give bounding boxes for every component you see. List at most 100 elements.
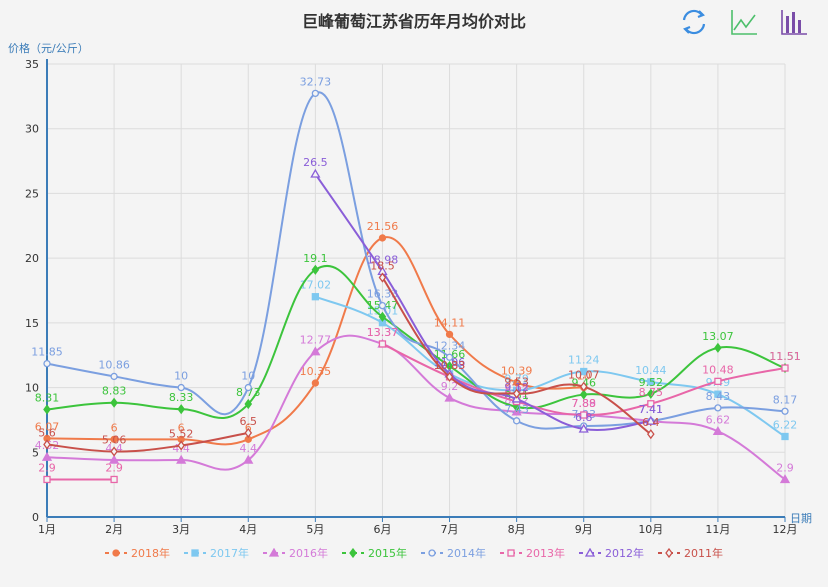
data-point-marker[interactable] (714, 342, 722, 353)
data-point-marker[interactable] (579, 389, 588, 400)
data-label: 7.41 (639, 403, 664, 416)
data-point-marker[interactable] (349, 548, 357, 558)
line-chart-icon[interactable] (728, 6, 760, 38)
data-point-marker[interactable] (311, 293, 320, 301)
data-point-marker[interactable] (244, 427, 253, 438)
data-label: 7.43 (504, 403, 529, 416)
data-label: 9.79 (504, 372, 529, 385)
data-label: 4.4 (240, 442, 258, 455)
data-point-marker[interactable] (781, 407, 789, 415)
data-label: 8.17 (773, 393, 798, 406)
data-point-marker[interactable] (512, 388, 521, 399)
data-point-marker[interactable] (244, 383, 252, 392)
series-2011年[interactable]: 5.6 5.06 5.52 6.5 18.5 10.83 9.53 10.07 6.4 (38, 260, 660, 457)
data-label: 14.11 (434, 316, 466, 329)
data-point-marker[interactable] (512, 378, 521, 387)
series-2012年[interactable]: 26.5 18.98 11.06 9.12 6.8 7.41 (303, 156, 664, 433)
data-point-marker[interactable] (311, 264, 320, 275)
data-point-marker[interactable] (647, 400, 655, 408)
data-label: 6.4 (642, 416, 660, 429)
data-point-marker[interactable] (512, 417, 521, 425)
legend-item-2011年[interactable]: 2011年 (658, 545, 723, 561)
data-point-marker[interactable] (310, 168, 321, 178)
data-point-marker[interactable] (110, 475, 118, 484)
data-point-marker[interactable] (110, 446, 118, 457)
bar-chart-icon[interactable] (778, 6, 810, 38)
data-point-marker[interactable] (779, 474, 791, 484)
data-point-marker[interactable] (645, 415, 656, 425)
data-label: 12.34 (434, 339, 466, 352)
legend-item-2018年[interactable]: 2018年 (105, 545, 170, 561)
data-point-marker[interactable] (378, 340, 387, 348)
data-point-marker[interactable] (191, 549, 199, 557)
data-point-marker[interactable] (43, 359, 51, 368)
data-point-marker[interactable] (176, 454, 187, 464)
data-point-marker[interactable] (584, 548, 596, 557)
data-point-marker[interactable] (310, 346, 321, 356)
data-point-marker[interactable] (110, 435, 118, 443)
data-point-marker[interactable] (578, 423, 589, 433)
data-point-marker[interactable] (268, 548, 280, 557)
data-point-marker[interactable] (714, 404, 722, 412)
data-point-marker[interactable] (444, 392, 455, 402)
data-point-marker[interactable] (714, 390, 722, 398)
data-point-marker[interactable] (43, 439, 51, 450)
legend-item-2016年[interactable]: 2016年 (263, 545, 328, 561)
data-point-marker[interactable] (378, 301, 387, 310)
legend-item-2015年[interactable]: 2015年 (342, 545, 407, 561)
data-point-marker[interactable] (177, 404, 185, 415)
legend-item-2013年[interactable]: 2013年 (500, 545, 565, 561)
legend-item-2017年[interactable]: 2017年 (184, 545, 249, 561)
data-point-marker[interactable] (647, 388, 655, 399)
data-point-marker[interactable] (579, 381, 588, 392)
data-point-marker[interactable] (445, 371, 454, 382)
data-point-marker[interactable] (243, 454, 254, 464)
data-label: 6.22 (773, 418, 798, 431)
data-point-marker[interactable] (781, 432, 789, 441)
legend-item-2012年[interactable]: 2012年 (579, 545, 644, 561)
data-point-marker[interactable] (428, 549, 436, 557)
data-point-marker[interactable] (43, 404, 51, 415)
legend-marker-icon (184, 549, 206, 557)
x-axis-name: 日期 (790, 512, 812, 525)
data-point-marker[interactable] (378, 272, 387, 283)
legend-marker-icon (342, 548, 364, 558)
data-point-marker[interactable] (507, 549, 515, 557)
x-tick-label: 2月 (105, 523, 123, 536)
data-point-marker[interactable] (378, 311, 387, 322)
data-point-marker[interactable] (177, 383, 185, 392)
data-label: 5.6 (38, 427, 56, 440)
series-2016年[interactable]: 4.624.44.44.412.7713.379.28.127.897.416.… (35, 326, 794, 484)
data-point-marker[interactable] (714, 377, 722, 386)
data-point-marker[interactable] (41, 451, 53, 461)
data-point-marker[interactable] (110, 372, 118, 381)
data-point-marker[interactable] (580, 411, 588, 419)
series-line (314, 173, 651, 431)
data-point-marker[interactable] (647, 429, 655, 440)
data-point-marker[interactable] (43, 475, 51, 484)
data-point-marker[interactable] (445, 353, 454, 361)
data-point-marker[interactable] (378, 234, 387, 242)
legend-item-2014年[interactable]: 2014年 (421, 545, 486, 561)
x-tick-label: 9月 (575, 523, 593, 536)
data-point-marker[interactable] (244, 398, 253, 410)
data-point-marker[interactable] (712, 426, 724, 435)
data-label: 8.31 (35, 391, 60, 404)
data-point-marker[interactable] (112, 549, 120, 557)
data-point-marker[interactable] (647, 378, 655, 386)
data-point-marker[interactable] (665, 548, 673, 558)
data-label: 7.88 (571, 397, 596, 410)
data-point-marker[interactable] (311, 379, 320, 387)
data-point-marker[interactable] (445, 330, 454, 339)
data-point-marker[interactable] (311, 89, 320, 98)
refresh-icon[interactable] (678, 6, 710, 38)
data-point-marker[interactable] (110, 397, 118, 408)
data-point-marker[interactable] (108, 454, 120, 464)
data-point-marker[interactable] (781, 364, 789, 372)
data-point-marker[interactable] (177, 440, 185, 451)
series-line (46, 431, 249, 453)
data-point-marker[interactable] (580, 367, 588, 376)
